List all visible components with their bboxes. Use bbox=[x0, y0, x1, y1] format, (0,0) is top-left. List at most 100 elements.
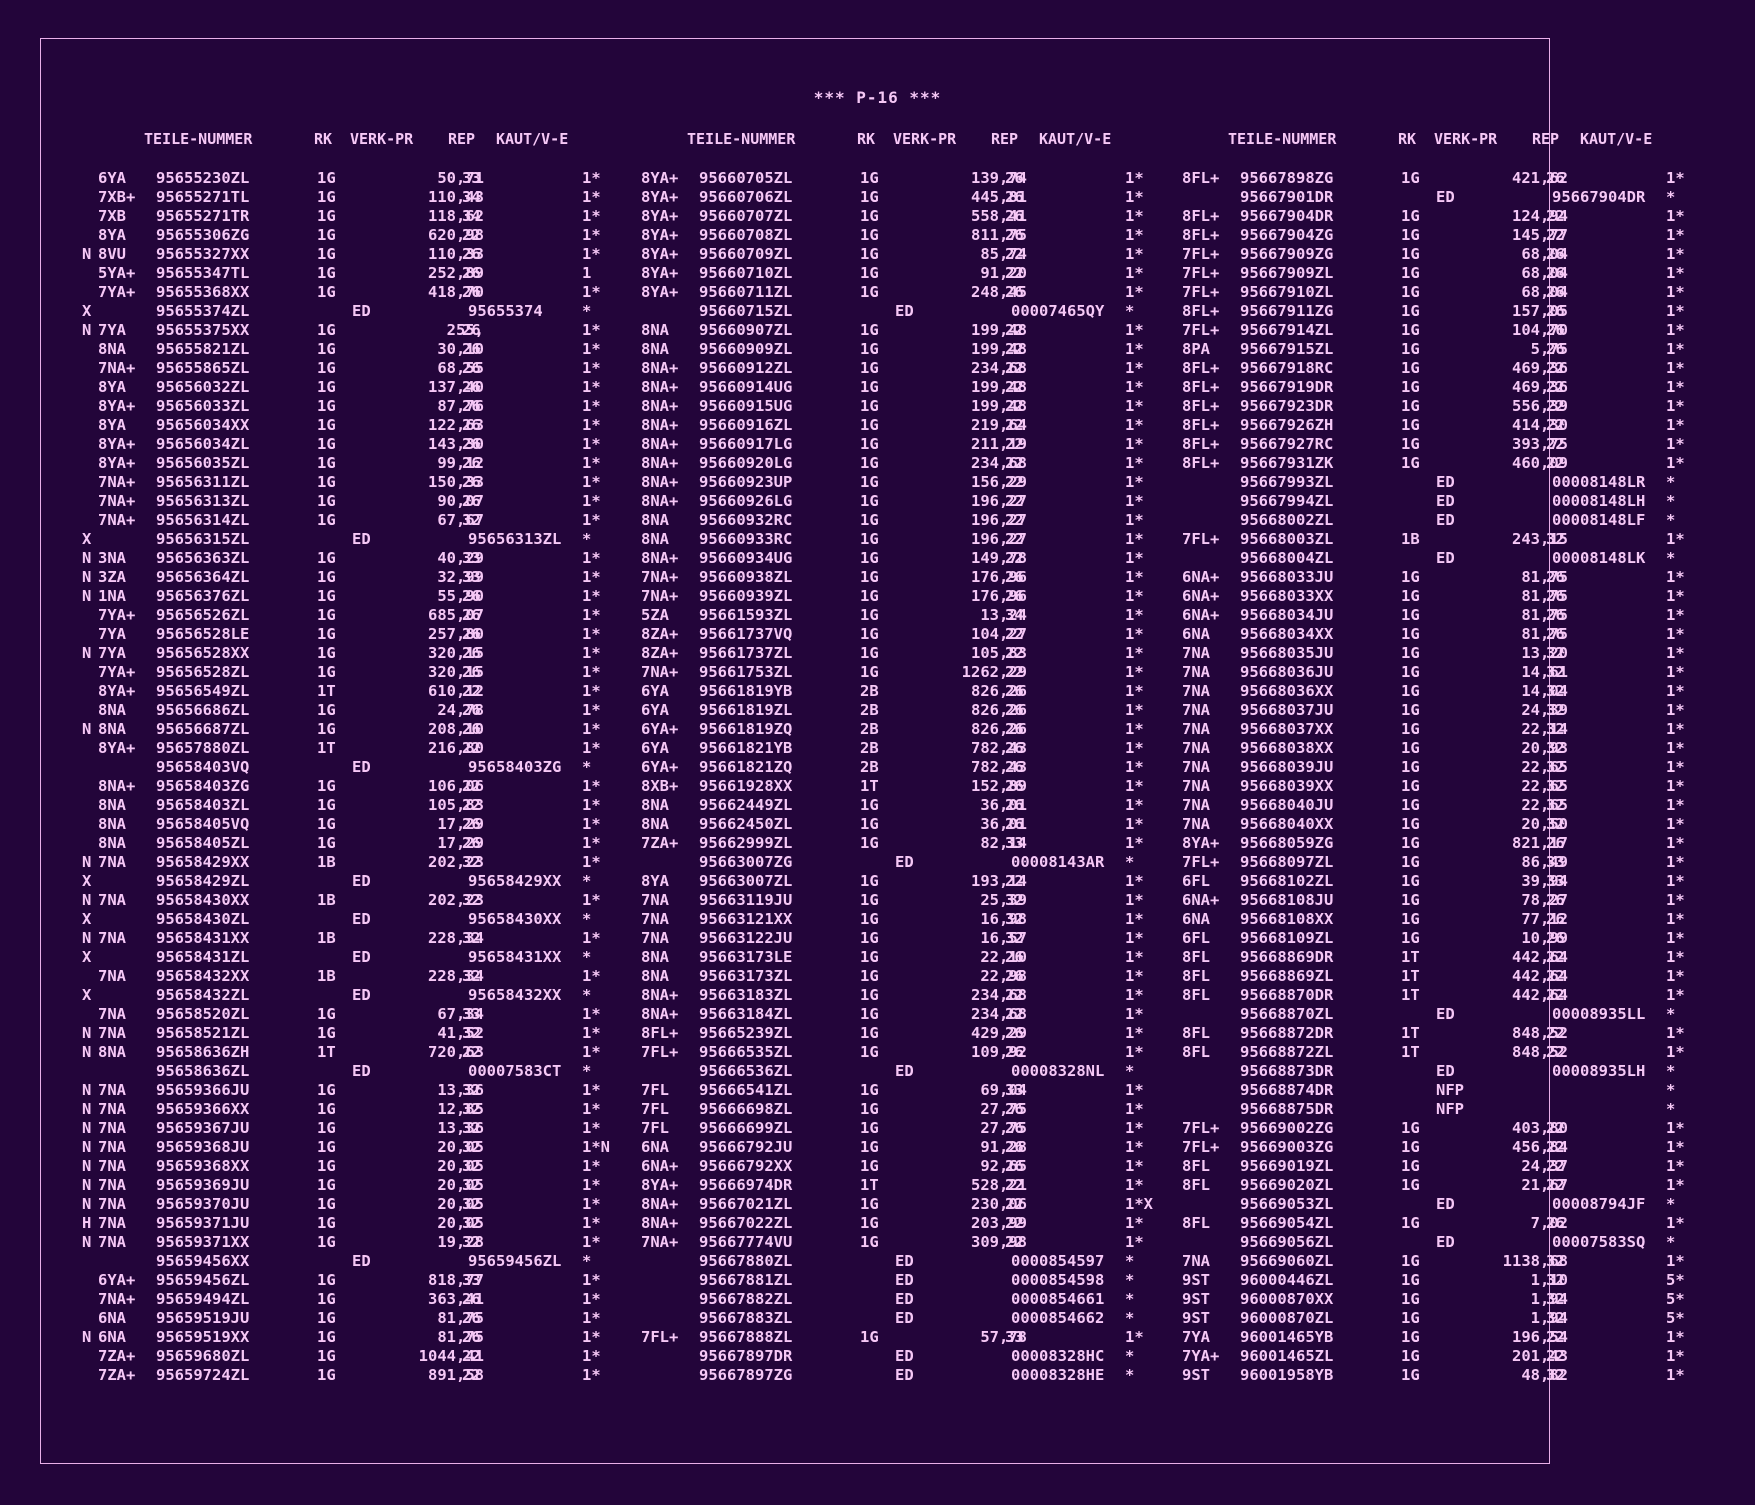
rep-cell: 22 bbox=[1005, 644, 1024, 662]
part-number-cell: 95660914UG bbox=[699, 378, 793, 396]
table-row: N 7YA 95655375XX 1G 255, 26 1* bbox=[82, 321, 601, 340]
kaut-cell: 1* bbox=[582, 1081, 601, 1099]
rep-cell: 32 bbox=[462, 1157, 481, 1175]
rk-cell: 1G bbox=[1401, 283, 1420, 301]
flag-cell: N bbox=[82, 1119, 92, 1137]
table-row: 8FL+ 95667927RC 1G 393,75 22 1* bbox=[1166, 435, 1685, 454]
rk-cell: 1G bbox=[317, 207, 336, 225]
kaut-cell: * bbox=[1125, 302, 1135, 320]
rep-cell: 22 bbox=[1546, 948, 1565, 966]
flag-cell: N bbox=[82, 891, 92, 909]
price-cell: 24,39 bbox=[1521, 701, 1568, 719]
part-number-cell: 95660907ZL bbox=[699, 321, 793, 339]
price-cell: ED bbox=[1436, 1233, 1455, 1251]
rep-cell: 26 bbox=[1005, 948, 1024, 966]
flag-cell: N bbox=[82, 1081, 92, 1099]
rk-cell: 1G bbox=[317, 568, 336, 586]
model-code-cell: 7NA bbox=[641, 891, 669, 909]
price-cell: 363,41 bbox=[428, 1290, 484, 1308]
table-row: 8FL 95669054ZL 1G 7,02 26 1* bbox=[1166, 1214, 1685, 1233]
rk-cell: 1G bbox=[317, 264, 336, 282]
rk-cell: 1G bbox=[860, 378, 879, 396]
model-code-cell: 7FL+ bbox=[641, 1043, 679, 1061]
table-row: 8NA+ 95660923UP 1G 156,29 22 1* bbox=[625, 473, 1144, 492]
rk-cell: 1G bbox=[860, 207, 879, 225]
page-title: *** P-16 *** bbox=[813, 88, 942, 107]
part-number-cell: 95658521ZL bbox=[156, 1024, 250, 1042]
rk-cell: 1G bbox=[1401, 853, 1420, 871]
rk-cell: 1G bbox=[317, 321, 336, 339]
part-number-cell: 95660926LG bbox=[699, 492, 793, 510]
price-cell: 22,14 bbox=[1521, 720, 1568, 738]
rep-cell: 33 bbox=[462, 568, 481, 586]
price-cell: 90,07 bbox=[437, 492, 484, 510]
price-cell: 393,75 bbox=[1512, 435, 1568, 453]
rk-cell: 1G bbox=[860, 625, 879, 643]
part-number-cell: 95663007ZG bbox=[699, 853, 793, 871]
rep-cell: 26 bbox=[1546, 625, 1565, 643]
part-number-cell: 95668102ZL bbox=[1240, 872, 1334, 890]
part-number-cell: 95660710ZL bbox=[699, 264, 793, 282]
price-cell: ED bbox=[1436, 473, 1455, 491]
table-row: 7NA+ 95660939ZL 1G 176,96 26 1* bbox=[625, 587, 1144, 606]
rep-cell: 26 bbox=[1546, 910, 1565, 928]
ref-cell: 95658430XX bbox=[468, 910, 562, 928]
table-row: 7FL+ 95667909ZG 1G 68,04 26 1* bbox=[1166, 245, 1685, 264]
price-cell: 199,48 bbox=[971, 397, 1027, 415]
rk-cell: 2B bbox=[860, 682, 879, 700]
rk-cell: 1T bbox=[317, 1043, 336, 1061]
kaut-cell: 1* bbox=[1125, 435, 1144, 453]
price-cell: 78,27 bbox=[1521, 891, 1568, 909]
model-code-cell: 8NA bbox=[641, 340, 669, 358]
part-number-cell: 95659456ZL bbox=[156, 1271, 250, 1289]
price-cell: 201,43 bbox=[1512, 1347, 1568, 1365]
rep-cell: 26 bbox=[1005, 169, 1024, 187]
table-row: 7NA 95663121XX 1G 16,98 32 1* bbox=[625, 910, 1144, 929]
model-code-cell: 7FL bbox=[641, 1119, 669, 1137]
price-cell: 104,27 bbox=[971, 625, 1027, 643]
model-code-cell: 8FL+ bbox=[1182, 169, 1220, 187]
price-cell: 176,96 bbox=[971, 587, 1027, 605]
part-number-cell: 95667904DR bbox=[1240, 207, 1334, 225]
rk-cell: 1G bbox=[860, 226, 879, 244]
rep-cell: 32 bbox=[1005, 891, 1024, 909]
price-cell: 36,01 bbox=[980, 815, 1027, 833]
kaut-cell: * bbox=[1125, 1271, 1135, 1289]
model-code-cell: 7NA bbox=[98, 967, 126, 985]
model-code-cell: 8YA bbox=[98, 416, 126, 434]
table-row: 5ZA 95661593ZL 1G 13,24 34 1* bbox=[625, 606, 1144, 625]
rep-cell: 22 bbox=[1005, 340, 1024, 358]
kaut-cell: 1* bbox=[1666, 321, 1685, 339]
rep-cell: 22 bbox=[1005, 264, 1024, 282]
table-row: 95668873DR ED 00008935LH * bbox=[1166, 1062, 1675, 1081]
kaut-cell: * bbox=[582, 1252, 592, 1270]
kaut-cell: 1* bbox=[1666, 1252, 1685, 1270]
rep-cell: 26 bbox=[462, 587, 481, 605]
kaut-cell: 1* bbox=[582, 967, 601, 985]
kaut-cell: 1* bbox=[582, 207, 601, 225]
rep-cell: 32 bbox=[462, 891, 481, 909]
part-number-cell: 95660939ZL bbox=[699, 587, 793, 605]
rep-cell: 26 bbox=[1546, 1214, 1565, 1232]
kaut-cell: * bbox=[582, 910, 592, 928]
price-cell: 20,05 bbox=[437, 1195, 484, 1213]
table-row: 95660715ZL ED 00007465QY * bbox=[625, 302, 1134, 321]
model-code-cell: 6NA bbox=[1182, 910, 1210, 928]
model-code-cell: 6NA+ bbox=[1182, 568, 1220, 586]
model-code-cell: 8FL bbox=[1182, 1043, 1210, 1061]
rk-cell: 1G bbox=[317, 435, 336, 453]
part-number-cell: 95667880ZL bbox=[699, 1252, 793, 1270]
listing-column-3: TEILE-NUMMER RK VERK-PR REP KAUT/V-E 8FL… bbox=[1166, 130, 1685, 1385]
rk-cell: 1G bbox=[1401, 568, 1420, 586]
table-row: 95659456XX ED 95659456ZL * bbox=[82, 1252, 591, 1271]
price-cell: 48,82 bbox=[1521, 1366, 1568, 1384]
kaut-cell: 1* bbox=[582, 853, 601, 871]
kaut-cell: * bbox=[582, 986, 592, 1004]
price-cell: 848,52 bbox=[1512, 1043, 1568, 1061]
model-code-cell: 9ST bbox=[1182, 1309, 1210, 1327]
kaut-cell: 1* bbox=[582, 416, 601, 434]
model-code-cell: 8NA+ bbox=[641, 416, 679, 434]
flag-cell: X bbox=[82, 530, 92, 548]
model-code-cell: 8FL+ bbox=[1182, 454, 1220, 472]
rep-cell: 32 bbox=[462, 853, 481, 871]
